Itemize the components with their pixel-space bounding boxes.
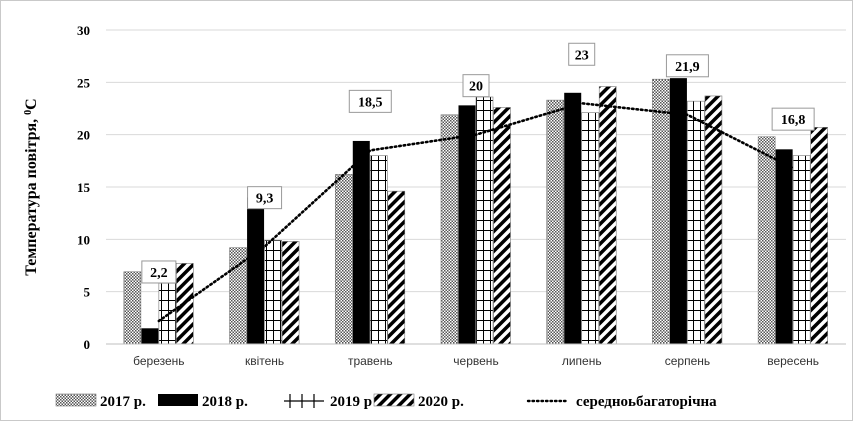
bar-1-7 (757, 136, 776, 345)
data-label: 2,2 (150, 266, 168, 281)
bar-2-6 (669, 78, 687, 344)
data-label-box (771, 107, 815, 131)
bar-1-1 (123, 271, 142, 345)
data-label-box (348, 89, 392, 113)
bar-2-2 (247, 197, 265, 344)
x-category-label: вересень (767, 354, 819, 368)
data-label-box (568, 42, 596, 66)
y-tick-label: 30 (77, 23, 90, 38)
bar-4-2 (281, 241, 300, 345)
bar-1-6 (652, 78, 670, 345)
y-tick-label: 25 (77, 75, 91, 90)
data-label: 21,9 (675, 60, 700, 75)
legend-label: 2019 р (330, 394, 372, 410)
bar-4-4 (493, 107, 511, 345)
bar-3-2 (264, 240, 282, 345)
data-label: 18,5 (358, 95, 383, 110)
y-tick-label: 5 (84, 285, 91, 300)
data-label: 20 (469, 80, 483, 95)
x-category-label: липень (562, 354, 602, 368)
y-tick-label: 20 (77, 128, 90, 143)
legend-swatch (373, 393, 415, 407)
bar-4-6 (704, 95, 723, 345)
bar-3-5 (581, 112, 600, 345)
data-label: 16,8 (781, 113, 806, 128)
legend-label: 2020 р. (418, 394, 464, 410)
legend-label: середноьбагаторічна (576, 394, 717, 410)
axes: 0 5 10 15 20 25 30 березень квітень травень червен… (23, 23, 846, 368)
data-label-box (462, 74, 490, 98)
average-line-path (157, 101, 795, 323)
data-label-box (665, 54, 709, 78)
data-labels: 2,2 9,3 18,5 20 23 21,9 16,8 (141, 42, 815, 284)
x-category-label: березень (133, 354, 184, 368)
y-tick-label: 10 (77, 232, 90, 247)
legend-swatch (55, 393, 97, 407)
y-tick-label: 0 (84, 337, 91, 352)
bar-2-3 (352, 140, 370, 344)
bar-3-3 (369, 155, 388, 345)
bar-1-5 (546, 99, 565, 345)
bar-2-5 (564, 92, 582, 344)
legend-label: 2017 р. (100, 394, 146, 410)
gridlines (106, 29, 846, 293)
legend-label: 2018 р. (202, 394, 248, 410)
bar-4-3 (387, 190, 406, 345)
bar-2-1 (141, 328, 159, 344)
x-category-label: травень (348, 354, 393, 368)
bar-1-4 (440, 114, 459, 345)
bar-2-4 (458, 105, 476, 344)
average-line (157, 101, 795, 323)
bar-4-5 (598, 86, 617, 345)
x-category-label: червень (453, 354, 498, 368)
data-label: 23 (575, 48, 589, 63)
data-label-box (141, 260, 177, 284)
x-category-label: квітень (245, 354, 284, 368)
legend-swatch (158, 394, 198, 406)
data-label: 9,3 (256, 192, 274, 207)
bar-4-7 (810, 127, 828, 345)
bar-3-7 (792, 155, 811, 345)
y-axis-title: Температура повітря, 0С (23, 98, 41, 276)
bars (123, 78, 828, 345)
bar-3-6 (687, 100, 705, 345)
y-tick-label: 15 (77, 180, 91, 195)
data-label-box (247, 186, 283, 210)
x-category-label: серпень (665, 354, 710, 368)
legend: 2017 р. 2018 р. 2019 р 2020 р. середноьбагат… (55, 393, 717, 410)
bar-2-7 (775, 149, 793, 344)
bar-1-3 (334, 174, 353, 345)
